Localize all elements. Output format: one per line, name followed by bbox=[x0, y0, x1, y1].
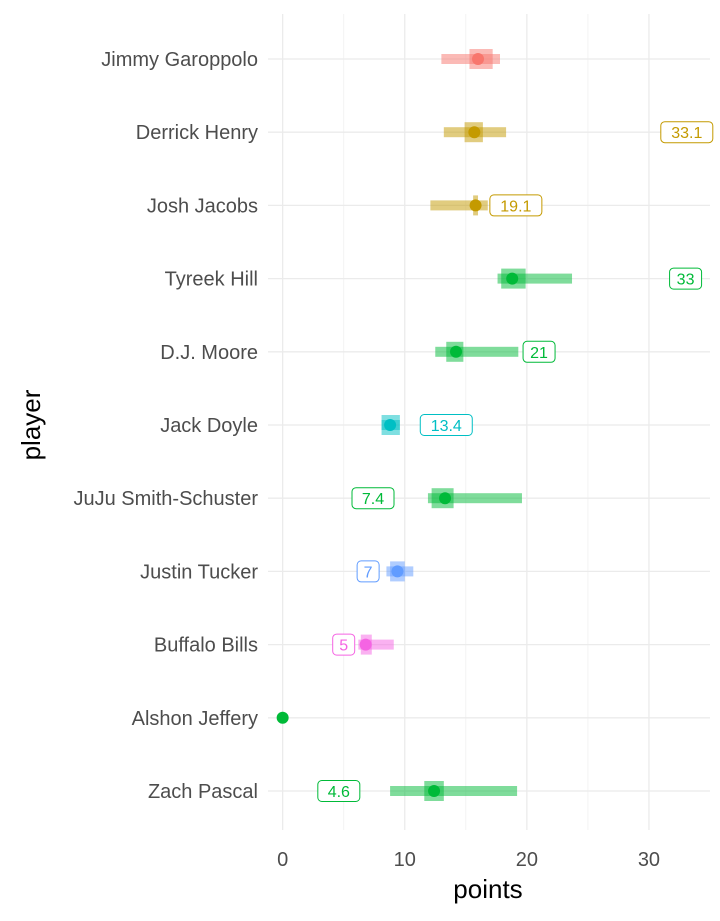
data-marks: 33.1 19.1 33 21 13.4 7.4 7 5 4.6 bbox=[276, 49, 714, 802]
value-label: 33.1 bbox=[671, 125, 702, 142]
y-axis-title: player bbox=[16, 389, 46, 460]
x-tick-labels: 0 10 20 30 bbox=[277, 849, 660, 871]
x-axis-title: points bbox=[453, 874, 522, 904]
value-label-box bbox=[489, 194, 543, 217]
y-tick-label: Josh Jacobs bbox=[147, 195, 258, 217]
x-tick-label: 20 bbox=[516, 849, 538, 871]
median-point bbox=[384, 419, 397, 431]
median-point bbox=[450, 345, 463, 358]
y-tick-label: Derrick Henry bbox=[136, 122, 258, 144]
x-tick-label: 30 bbox=[638, 849, 660, 871]
y-tick-label: JuJu Smith-Schuster bbox=[73, 488, 258, 510]
median-point bbox=[391, 565, 404, 578]
y-tick-label: Jimmy Garoppolo bbox=[101, 49, 258, 71]
y-tick-label: Buffalo Bills bbox=[154, 635, 258, 657]
y-tick-label: D.J. Moore bbox=[160, 342, 258, 364]
y-tick-label: Alshon Jeffery bbox=[132, 708, 258, 730]
value-label: 7 bbox=[364, 564, 373, 581]
value-label: 13.4 bbox=[431, 418, 462, 435]
x-tick-label: 10 bbox=[394, 849, 416, 871]
median-point bbox=[359, 638, 372, 651]
value-label-box bbox=[419, 414, 473, 436]
median-point bbox=[428, 785, 441, 797]
outer-range-bar bbox=[497, 273, 573, 284]
value-label: 21 bbox=[530, 345, 548, 362]
value-label: 33 bbox=[677, 272, 695, 289]
value-label: 7.4 bbox=[362, 491, 384, 508]
y-tick-labels: Jimmy Garoppolo Derrick Henry Josh Jacobs T… bbox=[73, 49, 258, 803]
median-point bbox=[439, 492, 452, 505]
value-label-box bbox=[351, 487, 395, 510]
median-point bbox=[472, 53, 485, 65]
value-label-box bbox=[332, 633, 356, 656]
outer-range-bar bbox=[358, 639, 394, 650]
outer-range-bar bbox=[435, 346, 519, 357]
x-tick-label: 0 bbox=[277, 849, 288, 871]
value-label: 5 bbox=[339, 638, 348, 655]
median-point bbox=[469, 199, 482, 212]
outer-range-bar bbox=[427, 493, 522, 504]
median-point bbox=[468, 126, 481, 139]
median-point bbox=[276, 711, 289, 724]
value-label-box bbox=[356, 560, 380, 583]
y-tick-label: Justin Tucker bbox=[140, 561, 258, 583]
value-label: 4.6 bbox=[328, 784, 350, 801]
value-label-box bbox=[522, 340, 556, 363]
value-label-box bbox=[669, 267, 703, 290]
value-label: 19.1 bbox=[500, 198, 531, 215]
value-label-box bbox=[660, 121, 714, 144]
y-tick-label: Jack Doyle bbox=[160, 415, 258, 437]
outer-range-bar bbox=[430, 200, 488, 211]
outer-range-bar bbox=[390, 786, 518, 796]
y-tick-label: Tyreek Hill bbox=[165, 269, 258, 291]
value-label-box bbox=[317, 780, 361, 802]
y-tick-label: Zach Pascal bbox=[148, 781, 258, 803]
median-point bbox=[506, 272, 519, 285]
